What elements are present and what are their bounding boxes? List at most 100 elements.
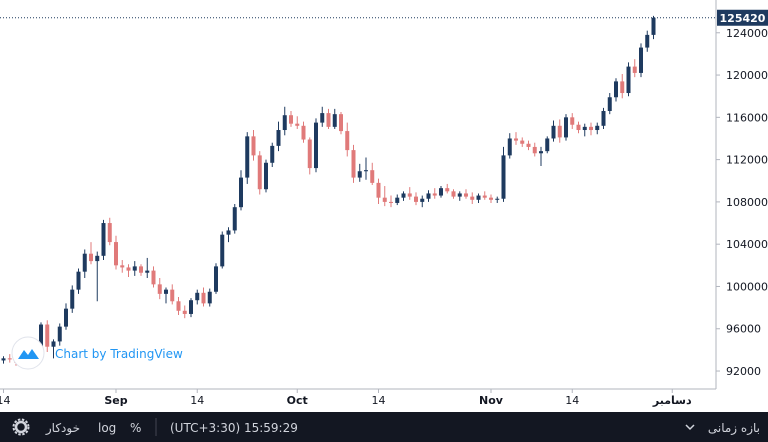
candle-up bbox=[132, 266, 137, 271]
price-tick-label: 100000 bbox=[726, 280, 768, 293]
candle-down bbox=[589, 126, 593, 131]
candle-up bbox=[245, 136, 250, 178]
candle-down bbox=[289, 115, 293, 124]
candle-up bbox=[420, 198, 425, 202]
candle-up bbox=[357, 171, 362, 178]
candle-up bbox=[495, 198, 500, 200]
candle-up bbox=[57, 326, 62, 342]
candle-up bbox=[101, 223, 106, 256]
candle-up bbox=[639, 47, 643, 73]
candle-up bbox=[1, 358, 6, 361]
candle-down bbox=[114, 242, 118, 266]
candle-up bbox=[207, 291, 212, 304]
time-axis[interactable]: 14 Sep 14 Oct 14 Nov 14 دسامبر bbox=[0, 388, 716, 407]
settings-button[interactable] bbox=[12, 418, 30, 436]
time-tick-label: دسامبر bbox=[652, 394, 692, 407]
tradingview-watermark[interactable]: Chart by TradingView bbox=[11, 336, 183, 370]
toolbar-background bbox=[0, 412, 768, 442]
candle-down bbox=[464, 193, 468, 197]
candle-up bbox=[239, 177, 243, 208]
candle-up bbox=[70, 289, 75, 309]
candle-up bbox=[314, 122, 318, 169]
time-tick-label: Nov bbox=[479, 394, 504, 407]
candle-up bbox=[332, 114, 337, 127]
candle-down bbox=[632, 66, 637, 73]
candle-up bbox=[145, 270, 150, 273]
candle-up bbox=[614, 81, 618, 98]
time-tick-label: 14 bbox=[565, 394, 579, 407]
candle-up bbox=[545, 138, 550, 152]
candle-down bbox=[251, 136, 256, 156]
gear-icon bbox=[14, 420, 28, 434]
candle-up bbox=[564, 117, 568, 138]
time-tick-label: 14 bbox=[0, 394, 11, 407]
candle-down bbox=[182, 310, 187, 314]
candle-up bbox=[64, 308, 68, 327]
candle-up bbox=[507, 138, 512, 156]
price-tick-label: 92000 bbox=[726, 365, 761, 378]
tradingview-logo-icon bbox=[18, 349, 39, 359]
candle-up bbox=[426, 193, 431, 199]
watermark-text[interactable]: Chart by TradingView bbox=[55, 347, 183, 361]
timezone-clock[interactable]: (UTC+3:30) 15:59:29 bbox=[170, 421, 298, 435]
candle-up bbox=[76, 271, 81, 290]
log-scale-toggle[interactable]: log bbox=[98, 421, 116, 435]
candle-down bbox=[351, 150, 356, 178]
candle-up bbox=[282, 115, 287, 131]
price-tick-label: 124000 bbox=[726, 27, 768, 40]
time-tick-label: 14 bbox=[372, 394, 386, 407]
candle-down bbox=[482, 195, 487, 198]
candle-up bbox=[320, 113, 325, 123]
price-tick-label: 96000 bbox=[726, 323, 761, 336]
candle-down bbox=[326, 113, 331, 127]
candle-down bbox=[257, 155, 262, 190]
candle-down bbox=[7, 358, 12, 360]
candle-down bbox=[470, 196, 475, 200]
time-tick-label: Oct bbox=[287, 394, 308, 407]
candle-up bbox=[476, 195, 481, 200]
candle-up bbox=[276, 130, 281, 146]
price-tick-label: 112000 bbox=[726, 154, 768, 167]
candle-up bbox=[364, 170, 368, 172]
candle-up bbox=[457, 193, 462, 197]
auto-scale-toggle[interactable]: خودکار bbox=[45, 421, 80, 436]
candle-down bbox=[107, 223, 112, 243]
chevron-down-icon[interactable] bbox=[685, 424, 695, 431]
candle-down bbox=[620, 81, 625, 94]
price-axis[interactable]: 92000 96000 100000 104000 108000 112000 116000… bbox=[715, 0, 768, 389]
candle-down bbox=[532, 146, 537, 154]
candle-down bbox=[45, 324, 50, 347]
candle-up bbox=[164, 289, 168, 294]
tradingview-logo-badge bbox=[11, 336, 45, 370]
candle-up bbox=[539, 151, 543, 154]
interval-selector-label[interactable]: بازه زمانی bbox=[708, 421, 760, 436]
candle-down bbox=[126, 267, 131, 271]
candle-series bbox=[1, 15, 656, 367]
candle-up bbox=[401, 193, 406, 198]
candle-down bbox=[445, 188, 450, 192]
candle-up bbox=[264, 162, 268, 190]
candle-down bbox=[120, 265, 125, 268]
candle-down bbox=[370, 170, 375, 183]
candle-down bbox=[432, 193, 437, 196]
candle-down bbox=[557, 125, 562, 138]
candle-down bbox=[576, 124, 581, 131]
bottom-toolbar: خودکار log % (UTC+3:30) 15:59:29 بازه زم… bbox=[0, 412, 768, 442]
last-price-marker: 125420 bbox=[0, 9, 768, 26]
candle-down bbox=[414, 196, 418, 202]
candle-down bbox=[295, 123, 300, 126]
candle-down bbox=[451, 191, 456, 197]
candle-down bbox=[570, 117, 575, 125]
candle-up bbox=[220, 234, 225, 267]
percent-scale-toggle[interactable]: % bbox=[130, 421, 141, 435]
candle-up bbox=[195, 292, 200, 301]
time-tick-label: Sep bbox=[104, 394, 127, 407]
gear-teeth bbox=[12, 418, 30, 436]
candle-down bbox=[514, 138, 518, 141]
candle-down bbox=[157, 284, 162, 294]
candle-up bbox=[601, 110, 606, 126]
candle-down bbox=[201, 292, 206, 304]
